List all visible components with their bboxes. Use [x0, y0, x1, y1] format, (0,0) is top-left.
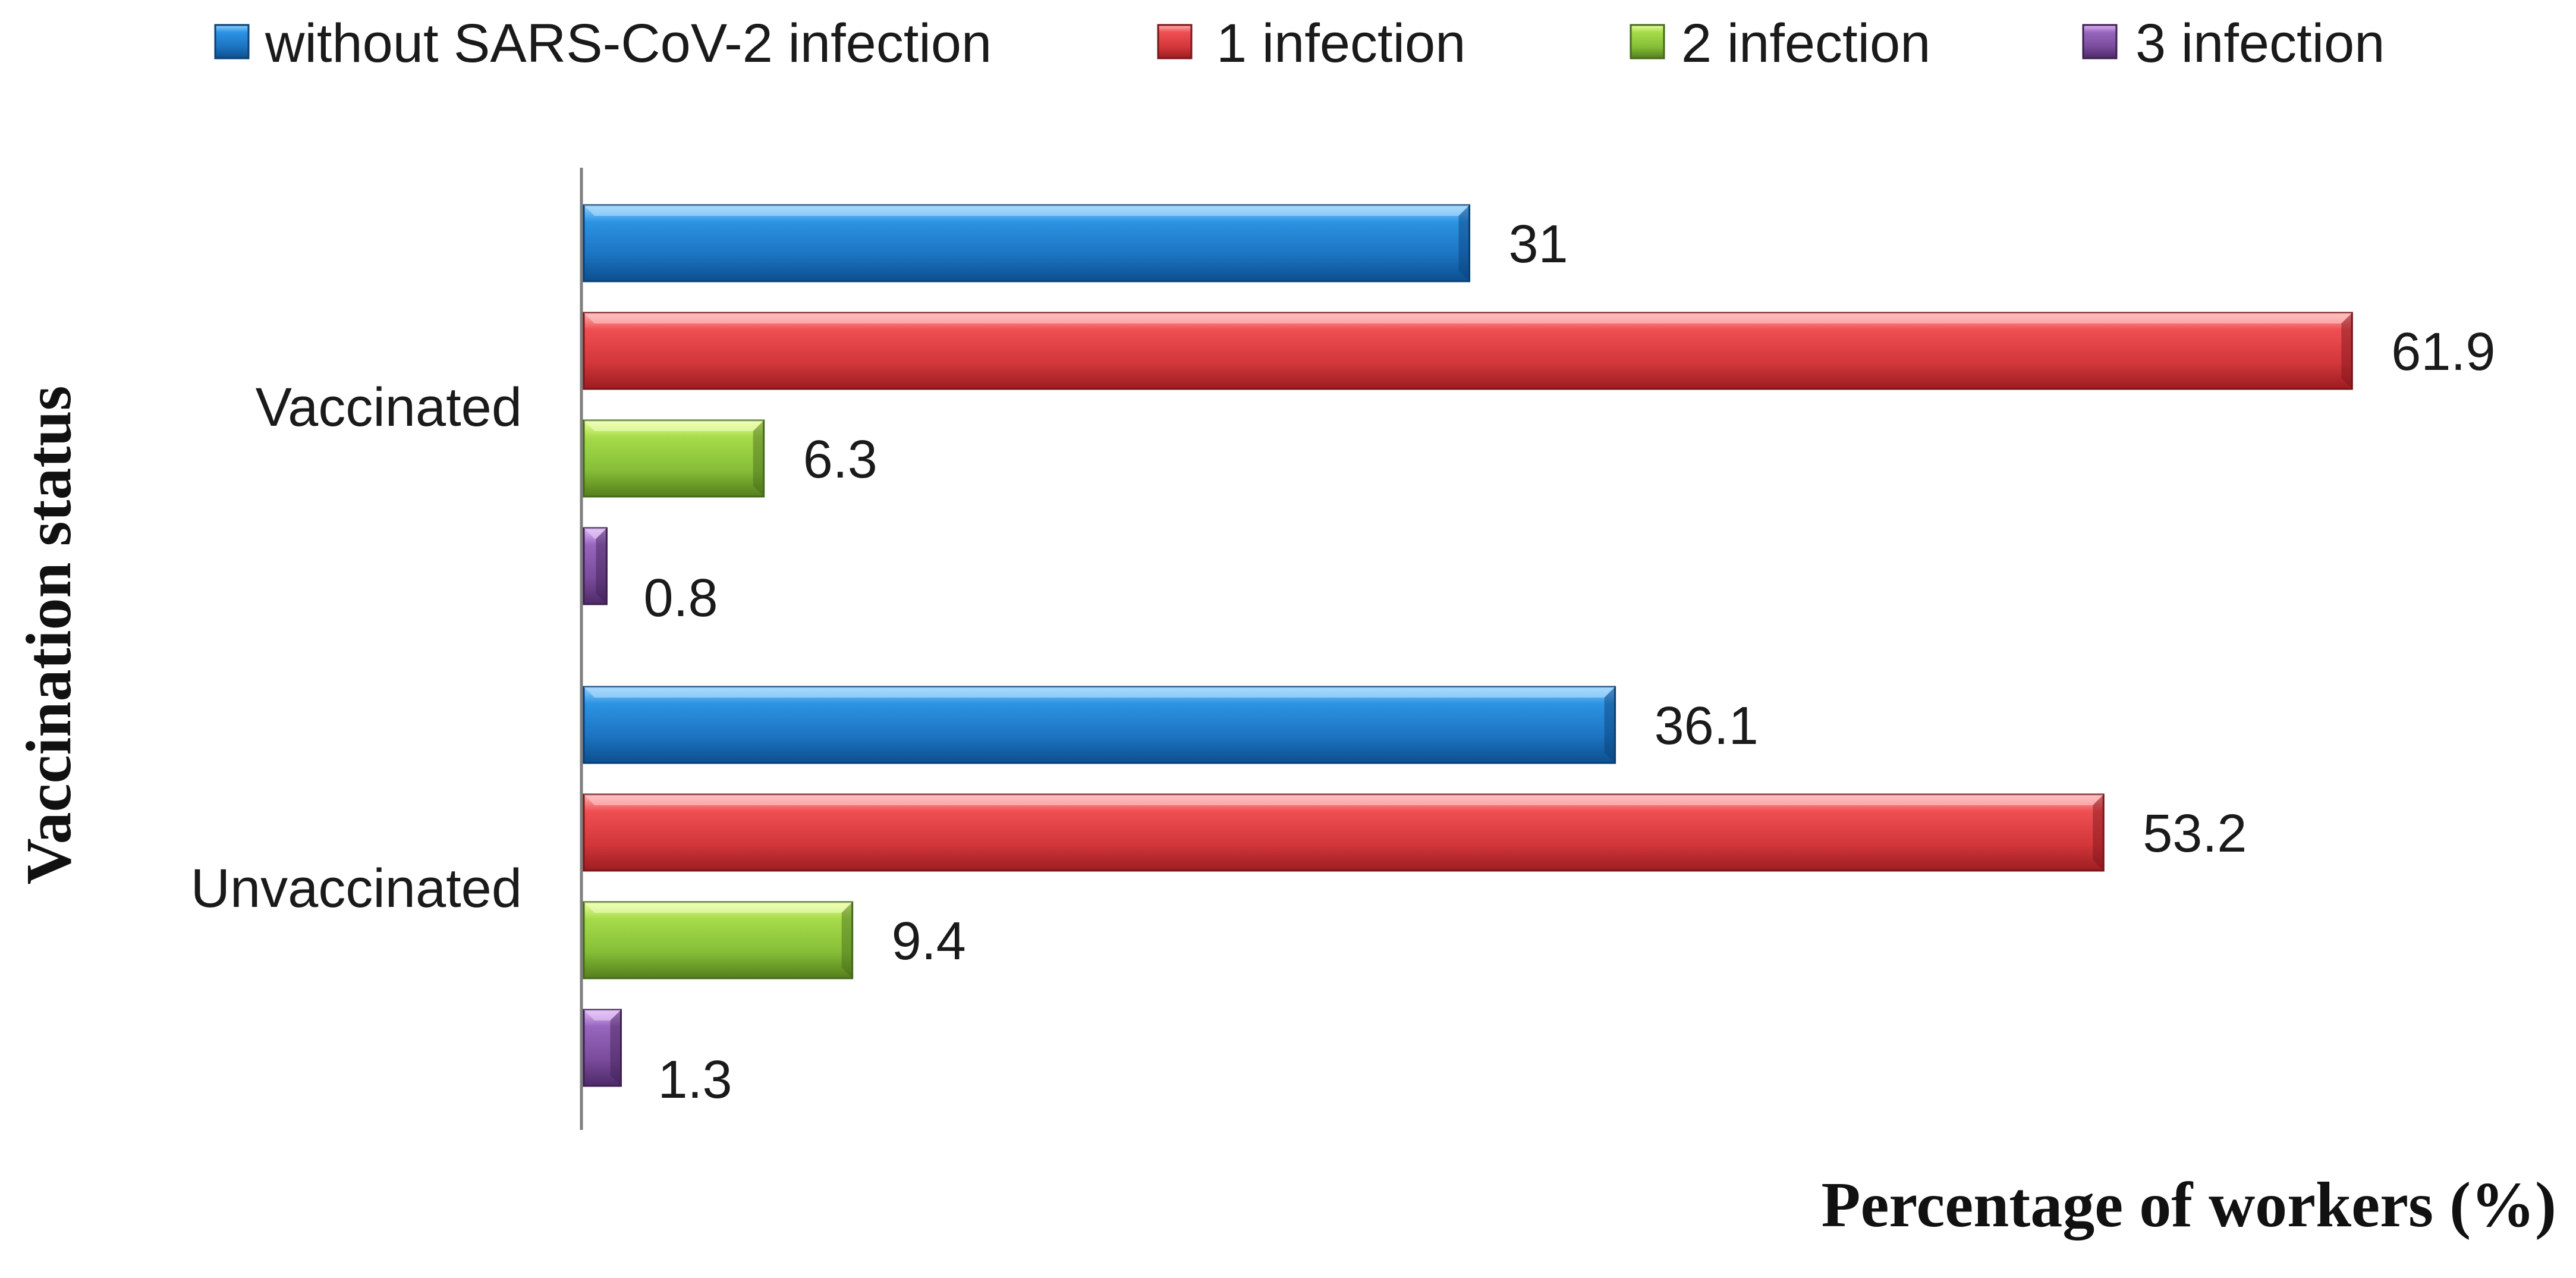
y-axis-title: Vaccination status [14, 385, 84, 884]
category-label-1: Unvaccinated [191, 858, 522, 919]
value-label-0-0: 31 [1509, 215, 1568, 274]
legend-swatch-2 [1630, 24, 1665, 59]
legend-item-0: without SARS-CoV-2 infection [214, 13, 992, 74]
bar-1-0 [583, 686, 1616, 764]
legend-label-1: 1 infection [1216, 13, 1465, 74]
bar-0-2 [583, 419, 765, 498]
bar-cap [610, 1010, 621, 1086]
value-label-1-2: 9.4 [892, 912, 966, 971]
bars-group: 31 61.9 6.3 0.8 36.1 53.2 9.4 1.3 [583, 204, 2495, 1110]
bar-1-1 [583, 793, 2105, 872]
x-axis-title: Percentage of workers (%) [1821, 1170, 2556, 1241]
bar-1-2 [583, 901, 854, 979]
value-label-0-1: 61.9 [2391, 322, 2495, 382]
bar-cap [2093, 795, 2104, 871]
bar-bevel [584, 205, 1470, 216]
bar-body [583, 686, 1616, 764]
category-label-0: Vaccinated [256, 377, 522, 438]
bar-bevel [584, 795, 2104, 805]
bar-bevel [584, 687, 1615, 698]
legend-item-2: 2 infection [1630, 13, 1930, 74]
bar-body [583, 793, 2105, 872]
legend: without SARS-CoV-2 infection 1 infection… [214, 13, 2385, 74]
bar-body [583, 527, 608, 605]
bar-cap [1458, 205, 1470, 281]
bar-cap [2341, 313, 2352, 389]
bar-bevel [584, 902, 853, 913]
bar-cap [596, 528, 607, 604]
bar-body [583, 204, 1471, 282]
value-label-0-3: 0.8 [643, 569, 718, 628]
value-label-1-0: 36.1 [1655, 696, 1759, 756]
value-label-0-2: 6.3 [803, 430, 877, 489]
value-label-1-1: 53.2 [2143, 804, 2247, 863]
bar-body [583, 419, 765, 498]
legend-swatch-3 [2082, 24, 2118, 59]
bar-0-3 [583, 527, 608, 605]
bar-bevel [584, 420, 764, 431]
bar-0-1 [583, 312, 2353, 390]
bar-cap [841, 902, 853, 978]
legend-item-3: 3 infection [2082, 13, 2385, 74]
bar-body [583, 312, 2353, 390]
bar-body [583, 901, 854, 979]
bar-1-3 [583, 1009, 622, 1087]
legend-label-3: 3 infection [2135, 13, 2385, 74]
bar-cap [1604, 687, 1615, 763]
value-label-1-3: 1.3 [658, 1050, 732, 1110]
bar-0-0 [583, 204, 1471, 282]
bar-body [583, 1009, 622, 1087]
legend-item-1: 1 infection [1157, 13, 1465, 74]
bar-bevel [584, 1010, 621, 1020]
bar-cap [753, 420, 764, 497]
legend-label-0: without SARS-CoV-2 infection [265, 13, 992, 74]
legend-swatch-0 [214, 24, 250, 59]
legend-label-2: 2 infection [1681, 13, 1930, 74]
legend-swatch-1 [1157, 24, 1193, 59]
bar-bevel [584, 313, 2352, 324]
bar-bevel [584, 528, 607, 539]
